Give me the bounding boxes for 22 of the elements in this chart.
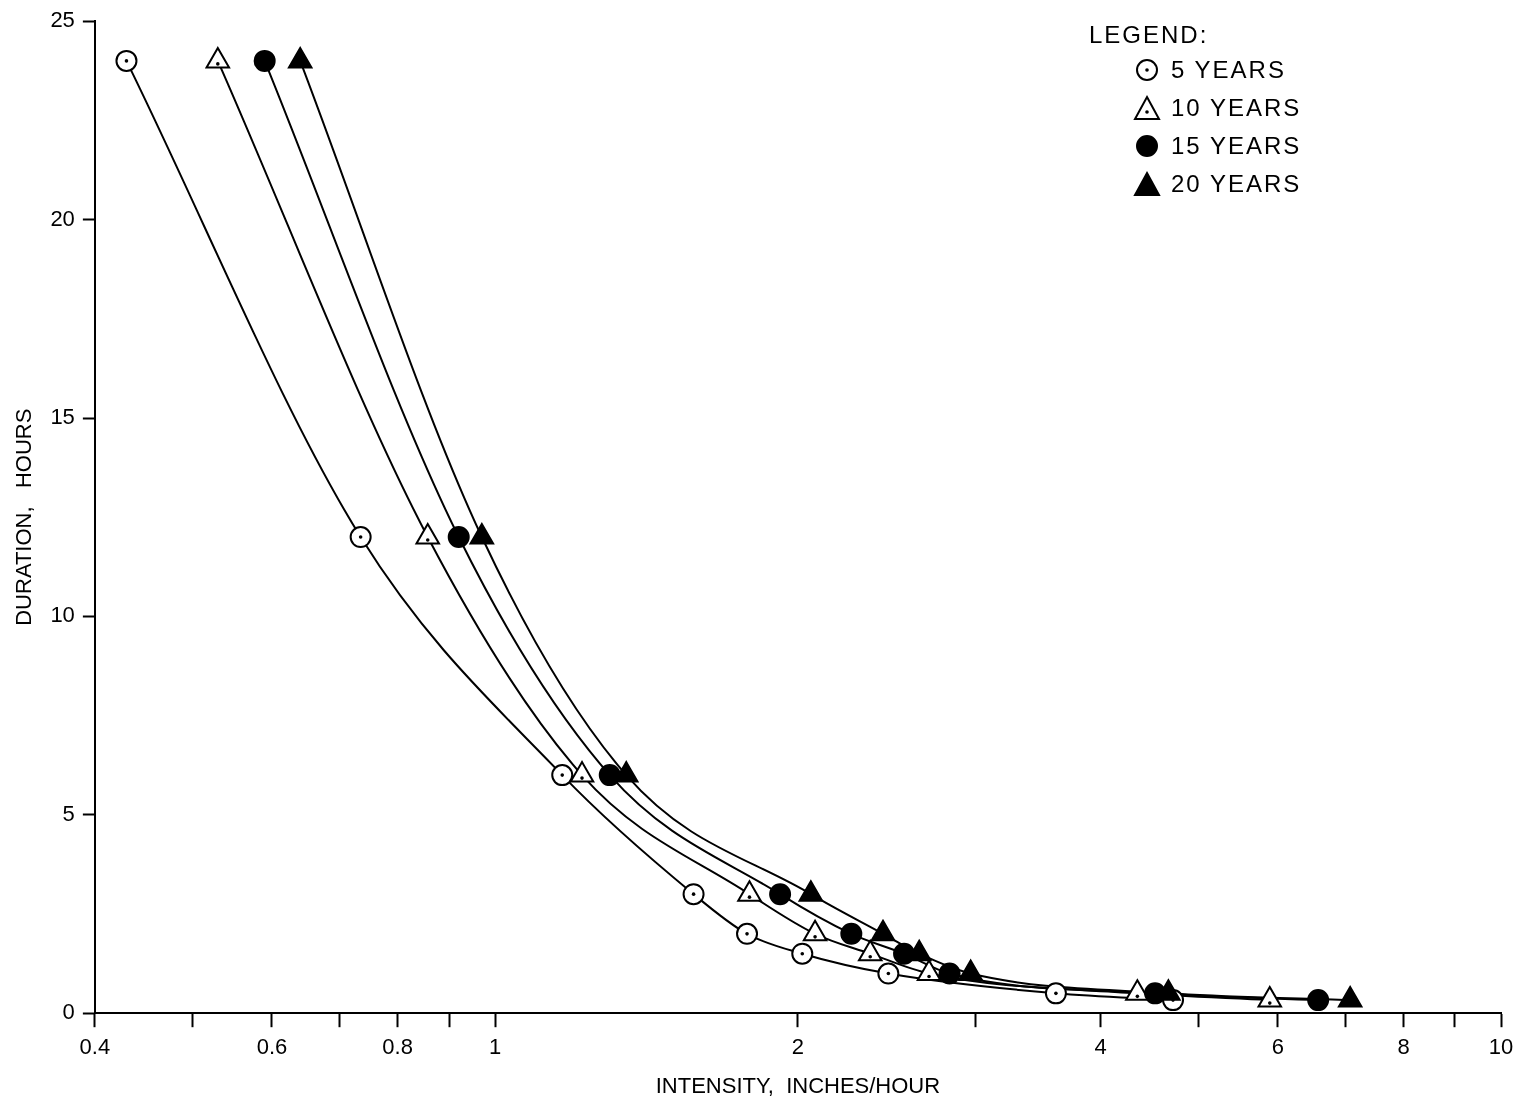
- x-tick-label: 8: [1397, 1034, 1410, 1060]
- y-tick-label: 10: [50, 602, 75, 628]
- x-tick-label: 0.8: [382, 1034, 413, 1060]
- y-tick-label: 5: [62, 800, 75, 826]
- x-axis-title: INTENSITY, INCHES/HOUR: [655, 1072, 941, 1098]
- x-tick-label: 0.4: [79, 1034, 111, 1060]
- legend-label: 5 YEARS: [1171, 56, 1286, 85]
- legend-title: LEGEND:: [1089, 21, 1210, 50]
- y-tick-label: 15: [50, 404, 75, 430]
- legend-label: 10 YEARS: [1171, 94, 1302, 123]
- legend-label: 15 YEARS: [1171, 132, 1302, 161]
- x-tick-label: 2: [791, 1034, 805, 1060]
- legend-label: 20 YEARS: [1171, 170, 1302, 199]
- x-tick-label: 10: [1488, 1034, 1514, 1060]
- x-tick-label: 0.6: [256, 1034, 288, 1060]
- y-axis-title: DURATION, HOURS: [11, 408, 37, 626]
- y-tick-label: 25: [50, 7, 75, 33]
- x-tick-label: 4: [1094, 1034, 1107, 1060]
- y-tick-label: 20: [50, 205, 75, 231]
- x-tick-label: 6: [1271, 1034, 1284, 1060]
- x-tick-label: 1: [489, 1034, 502, 1060]
- y-tick-label: 0: [62, 999, 75, 1025]
